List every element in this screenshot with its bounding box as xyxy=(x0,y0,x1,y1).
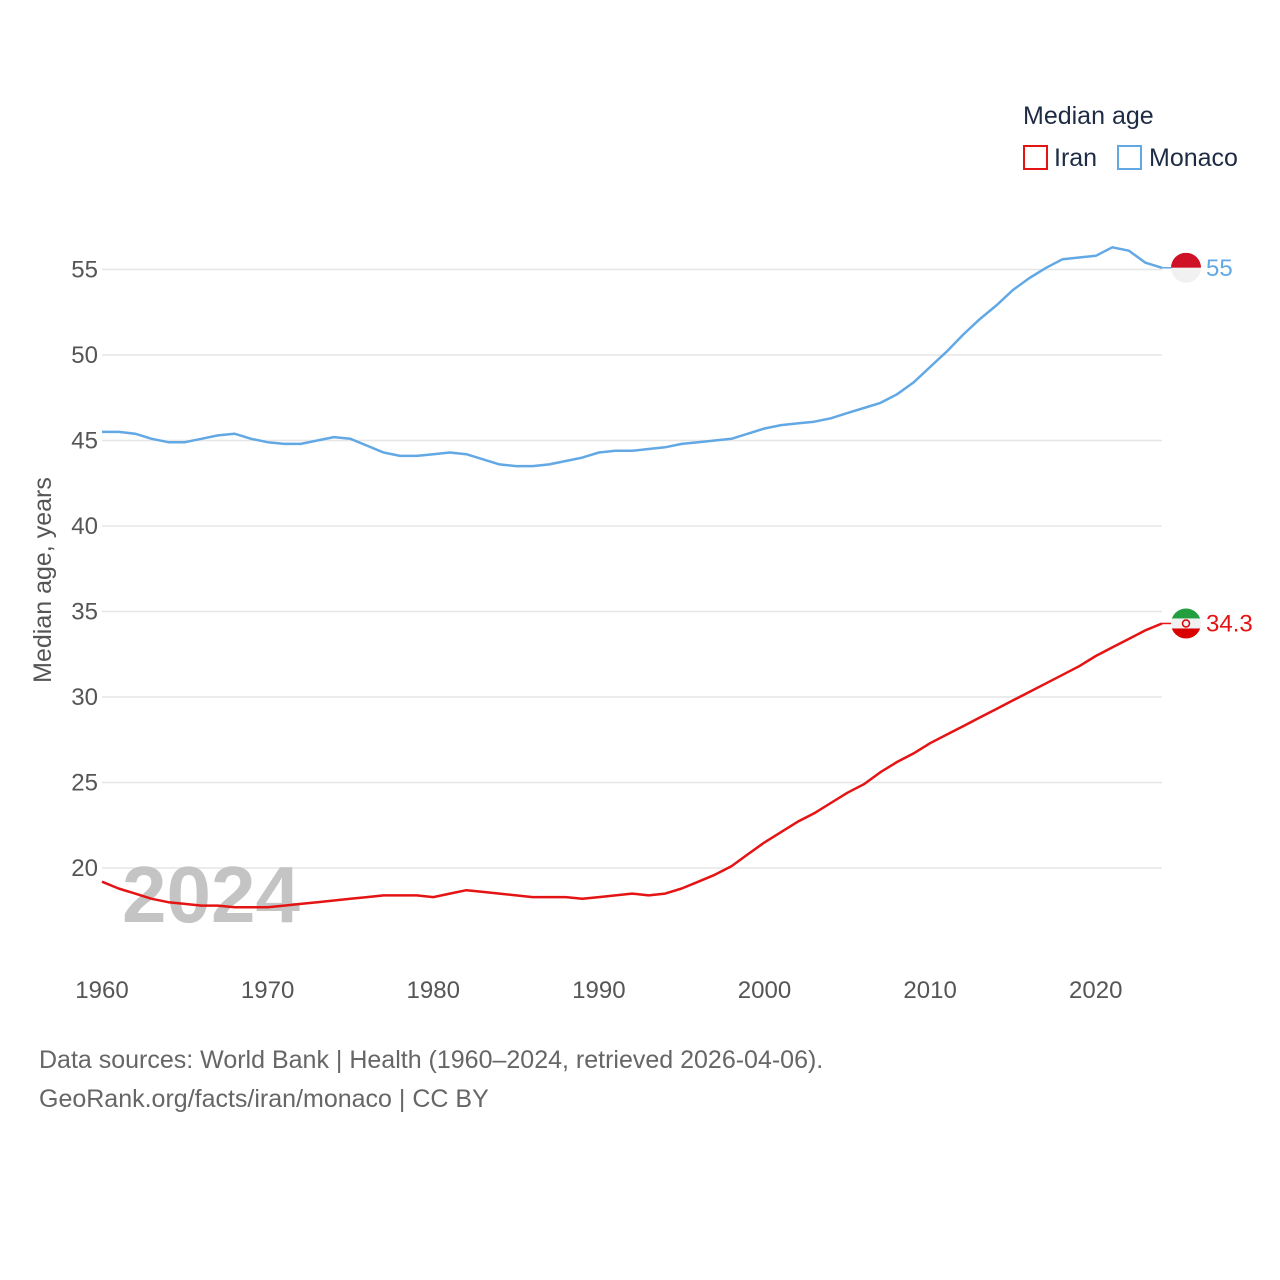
x-axis-ticks: 1960 1970 1980 1990 2000 2010 2020 xyxy=(75,977,1122,1004)
legend-item-monaco[interactable]: Monaco xyxy=(1117,144,1238,172)
y-axis-label: Median age, years xyxy=(29,477,57,683)
gridlines xyxy=(102,268,1162,869)
series-group xyxy=(101,246,1163,909)
x-tick-label-1960: 1960 xyxy=(75,977,128,1004)
x-tick-label-1990: 1990 xyxy=(572,977,625,1004)
legend-item-iran[interactable]: Iran xyxy=(1023,144,1097,172)
legend-title: Median age xyxy=(1023,102,1154,130)
y-tick-label-20: 20 xyxy=(71,855,98,882)
legend-swatch-monaco xyxy=(1117,145,1142,170)
legend-swatch-iran xyxy=(1023,145,1048,170)
y-tick-label-25: 25 xyxy=(71,770,98,797)
legend-label-monaco: Monaco xyxy=(1149,144,1238,172)
year-watermark: 2024 xyxy=(122,850,300,939)
y-tick-label-40: 40 xyxy=(71,513,98,540)
x-tick-label-2000: 2000 xyxy=(738,977,791,1004)
monaco-flag-icon xyxy=(1171,252,1201,283)
line-chart: 20 25 30 35 40 45 50 55 1960 1970 1980 1990 2000 201… xyxy=(29,102,1253,1004)
y-tick-label-45: 45 xyxy=(71,428,98,455)
x-tick-label-2010: 2010 xyxy=(903,977,956,1004)
y-axis-ticks: 20 25 30 35 40 45 50 55 xyxy=(71,257,98,883)
y-tick-label-35: 35 xyxy=(71,599,98,626)
y-tick-label-30: 30 xyxy=(71,684,98,711)
footer-credit: GeoRank.org/facts/iran/monaco | CC BY xyxy=(39,1085,489,1113)
y-tick-label-50: 50 xyxy=(71,342,98,369)
legend-label-iran: Iran xyxy=(1054,144,1097,172)
end-markers: 34.3 55 xyxy=(1162,252,1253,639)
iran-flag-icon xyxy=(1171,608,1201,639)
x-tick-label-1970: 1970 xyxy=(241,977,294,1004)
end-label-monaco: 55 xyxy=(1206,255,1233,282)
series-line-iran xyxy=(101,622,1163,909)
y-tick-label-55: 55 xyxy=(71,257,98,284)
x-tick-label-2020: 2020 xyxy=(1069,977,1122,1004)
footer-source: Data sources: World Bank | Health (1960–… xyxy=(39,1046,824,1074)
series-line-monaco xyxy=(102,246,1163,468)
x-tick-label-1980: 1980 xyxy=(407,977,460,1004)
end-label-iran: 34.3 xyxy=(1206,610,1253,637)
